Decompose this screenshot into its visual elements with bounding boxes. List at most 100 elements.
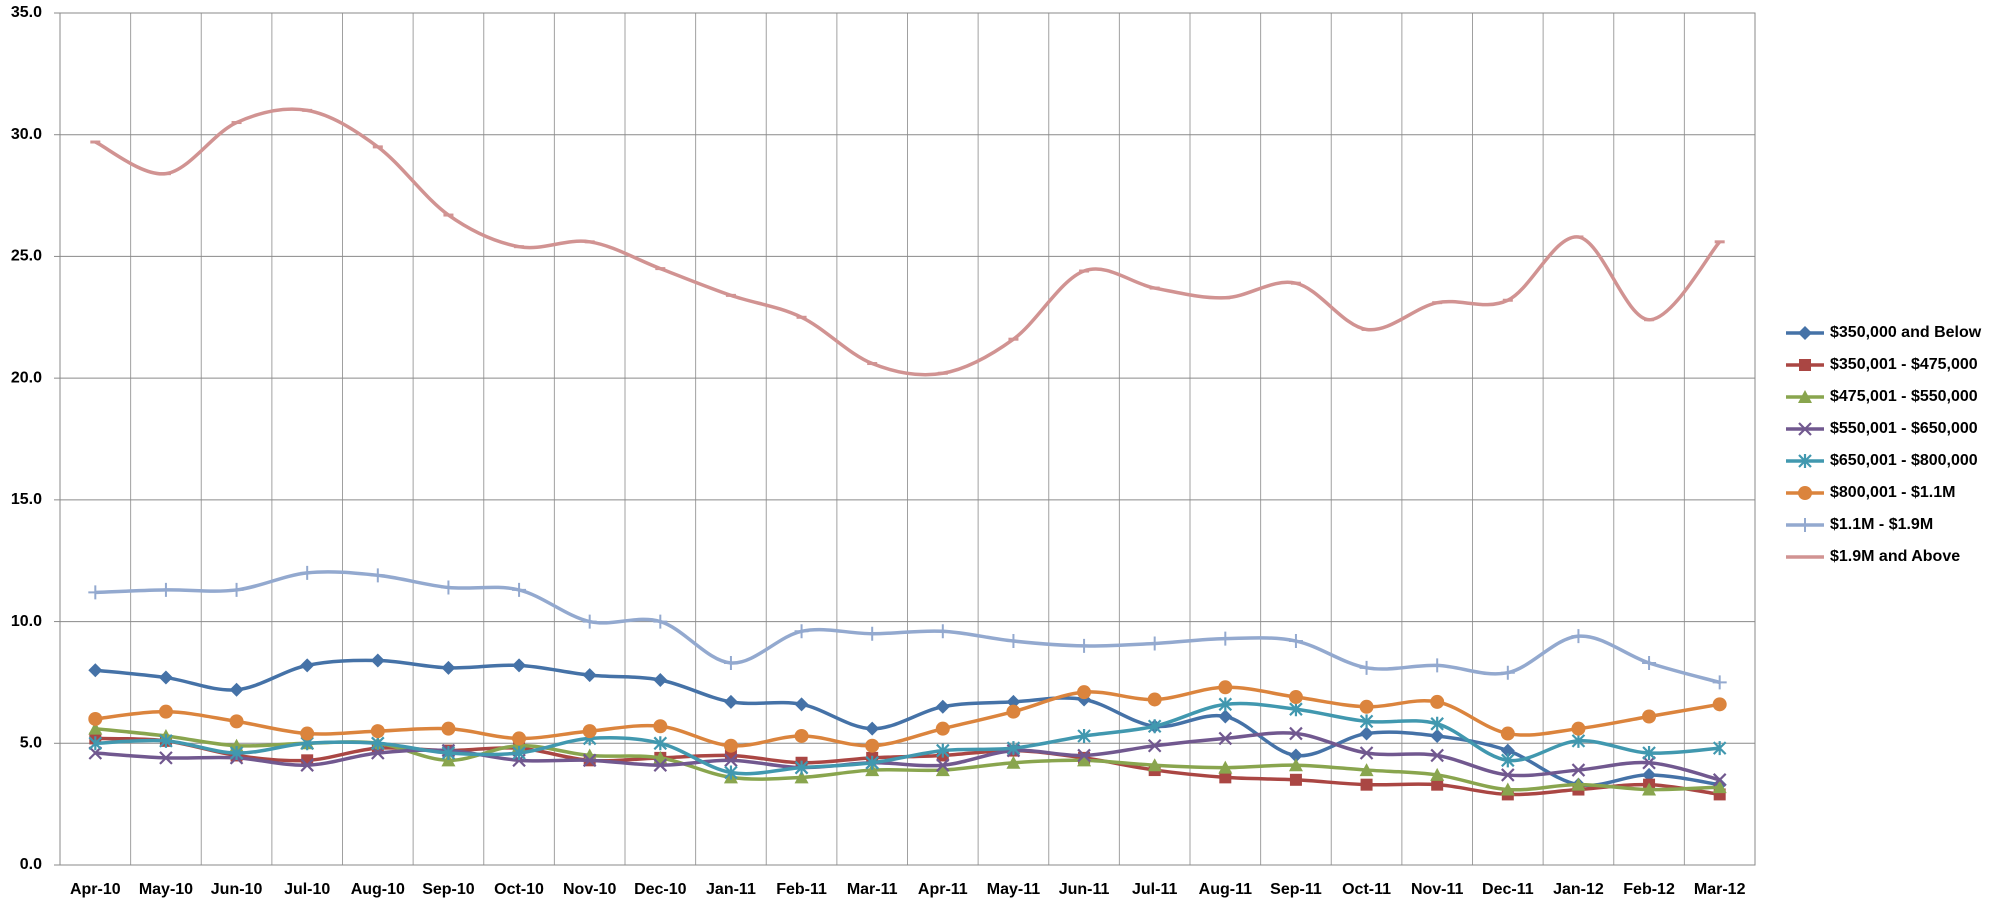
x-tick-label: Jul-10 [284,881,330,898]
marker [1571,777,1586,791]
marker [653,736,668,751]
marker [229,682,244,697]
marker [653,672,668,687]
marker [1712,773,1727,787]
marker [1642,746,1656,761]
marker [582,724,597,739]
marker [1077,748,1091,763]
x-tick-label: Nov-11 [1411,881,1464,898]
marker [1571,629,1586,644]
marker [1289,702,1303,717]
marker [1430,767,1445,781]
marker [300,758,314,772]
marker [1712,741,1727,756]
marker [865,626,880,641]
marker [1571,763,1586,777]
y-tick-label: 20.0 [11,369,42,386]
plot-border [59,12,1756,866]
series-line [95,731,1721,782]
marker [1006,704,1021,719]
marker [1571,733,1586,748]
marker [1006,634,1021,649]
marker [582,614,597,629]
marker [653,719,668,734]
marker [1430,728,1445,743]
marker [229,746,244,761]
marker [1642,767,1657,782]
marker [1147,692,1162,707]
series-line [95,701,1720,776]
marker [1430,694,1445,709]
legend-marker [1798,454,1812,468]
marker [512,582,527,597]
marker [935,721,950,736]
y-tick-label: 5.0 [20,735,42,752]
marker [1288,690,1303,705]
marker [1501,753,1515,768]
x-tick-label: Sep-11 [1270,881,1322,898]
marker [1077,685,1092,700]
marker [1218,709,1233,724]
marker [300,565,315,580]
marker [229,582,244,597]
marker [1712,697,1727,712]
x-tick-label: Nov-10 [563,881,616,898]
marker [1571,721,1586,736]
marker [723,694,738,709]
marker [300,726,315,741]
legend-label: $550,001 - $650,000 [1830,420,1978,437]
marker [512,658,527,673]
y-tick-label: 0.0 [20,856,42,873]
marker [441,746,456,761]
marker [724,765,738,780]
marker [158,670,173,685]
x-tick-label: Aug-10 [351,881,405,898]
marker [794,760,809,775]
marker [1359,714,1374,729]
marker [1712,675,1727,690]
marker [88,711,103,726]
marker [512,746,526,761]
marker [371,736,385,751]
marker [1359,763,1374,777]
x-tick-label: Sep-10 [422,881,475,898]
marker [441,660,456,675]
x-tick-label: Feb-12 [1623,881,1675,898]
x-tick-label: Oct-10 [494,881,544,898]
x-tick-label: Jan-11 [706,881,756,898]
marker [865,738,880,753]
marker [582,753,597,768]
marker [1077,638,1092,653]
y-tick-label: 30.0 [11,126,42,143]
marker [1431,778,1444,791]
marker [794,697,809,712]
marker [653,614,668,629]
marker [1218,731,1233,746]
marker [935,699,950,714]
marker [935,763,950,777]
marker [1147,758,1162,772]
marker [159,733,173,748]
marker [300,658,315,673]
marker [1500,726,1515,741]
marker [794,624,809,639]
marker [1359,699,1374,714]
marker [935,624,950,639]
legend-label: $350,001 - $475,000 [1830,356,1978,373]
marker [1430,748,1444,763]
marker [1006,741,1021,756]
marker [1642,709,1657,724]
marker [370,568,385,583]
marker [88,663,103,678]
marker [1430,658,1445,673]
marker [1218,631,1233,646]
marker [1288,748,1303,763]
marker [1147,738,1162,753]
legend-label: $350,000 and Below [1830,324,1982,341]
x-tick-label: Apr-11 [918,881,968,898]
marker [371,746,385,760]
marker [865,755,879,770]
marker [88,721,103,735]
marker [936,743,950,758]
